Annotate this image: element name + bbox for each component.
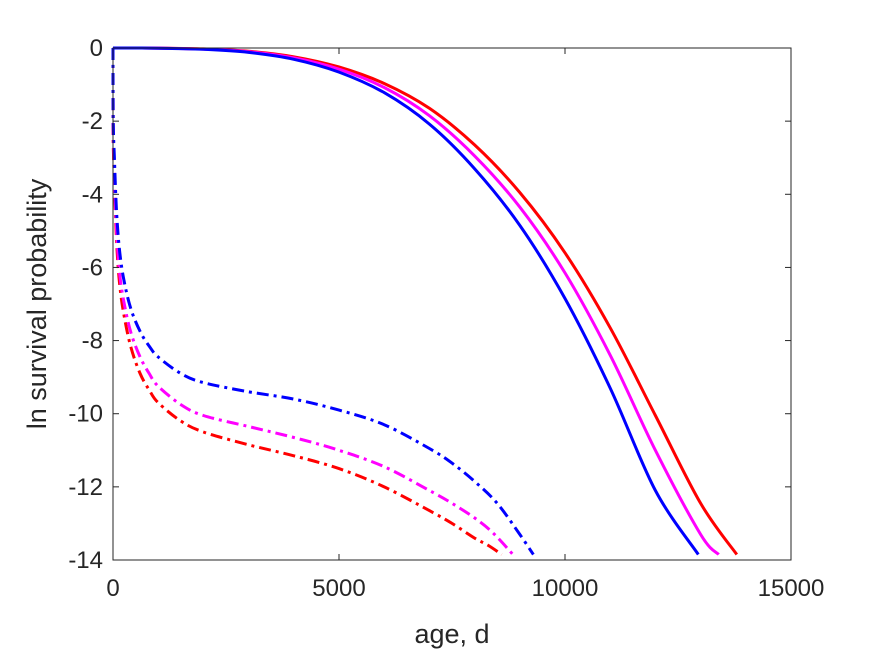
y-tick-label: -6: [82, 254, 103, 281]
x-axis-label: age, d: [414, 619, 489, 649]
series-line-3: [112, 46, 700, 556]
y-tick-label: -10: [68, 401, 103, 428]
x-tick-label: 10000: [532, 575, 599, 602]
series-line-4: [111, 47, 503, 556]
x-tick-label: 5000: [312, 575, 365, 602]
y-tick-label: -14: [68, 547, 103, 574]
y-tick-label: -12: [68, 474, 103, 501]
y-tick-label: -2: [82, 108, 103, 135]
y-tick-label: -8: [82, 328, 103, 355]
y-tick-label: -4: [82, 181, 103, 208]
series-line-6: [111, 47, 535, 556]
series-layer: [111, 46, 739, 556]
plot-frame: [112, 47, 792, 561]
y-axis-label: ln survival probability: [22, 178, 52, 429]
series-line-5: [111, 47, 515, 556]
y-tick-label: 0: [90, 35, 103, 62]
x-tick-label: 0: [106, 575, 119, 602]
x-tick-label: 15000: [758, 575, 825, 602]
tick-layer: 0 5000 10000 15000 0 -2 -4 -6 -8 -10 -12 -14: [68, 35, 824, 602]
